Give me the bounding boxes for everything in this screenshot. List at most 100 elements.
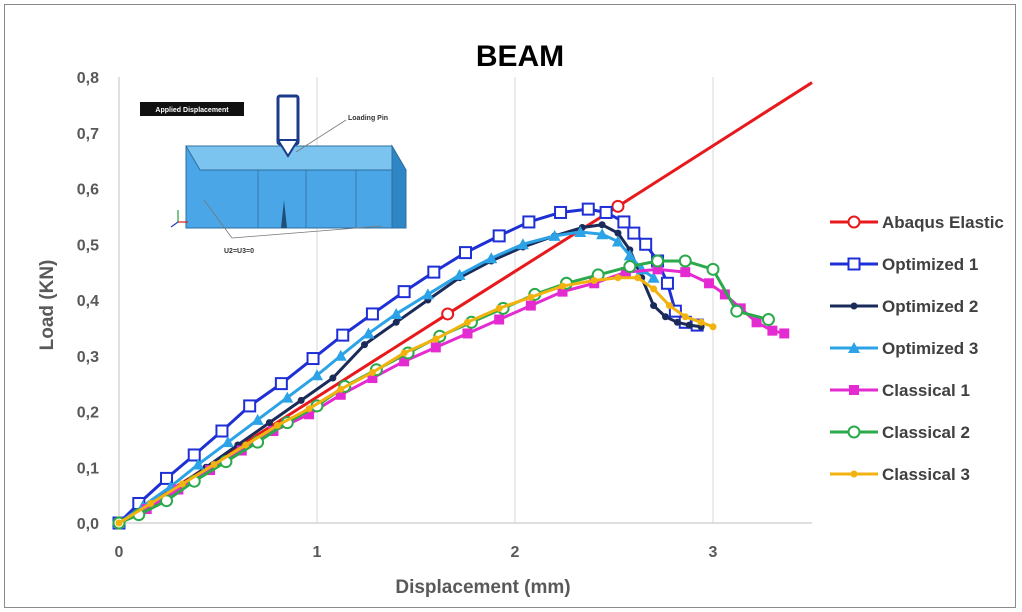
x-tick-label: 2 <box>511 544 520 561</box>
y-axis-title: Load (KN) <box>37 260 58 351</box>
data-point <box>730 304 744 318</box>
inset-bc-leader <box>203 199 233 239</box>
legend-marker <box>847 215 861 229</box>
data-point <box>251 413 264 425</box>
y-tick-label: 0,0 <box>77 516 99 533</box>
data-point <box>365 307 379 321</box>
legend-item: Abaqus Elastic <box>830 213 1004 232</box>
y-tick-label: 0,8 <box>77 70 99 87</box>
data-point <box>719 289 730 300</box>
data-point <box>495 304 503 312</box>
data-point <box>335 389 346 400</box>
data-point <box>590 276 598 284</box>
data-point <box>581 202 595 216</box>
data-point <box>362 327 375 339</box>
data-point <box>221 436 234 448</box>
data-point <box>516 238 529 250</box>
legend-marker <box>847 257 861 271</box>
inset-pin-tip <box>276 139 300 158</box>
data-point <box>390 307 403 319</box>
legend-marker <box>847 425 861 439</box>
data-point <box>554 205 568 219</box>
legend-marker <box>850 470 858 478</box>
series-classical-1 <box>114 264 790 528</box>
data-point <box>634 274 642 282</box>
data-point <box>115 519 123 527</box>
series-layer <box>112 81 813 530</box>
inset-bc-leader <box>231 225 383 239</box>
data-point <box>614 274 622 282</box>
data-point <box>368 368 376 376</box>
data-point <box>336 328 350 342</box>
data-point <box>627 226 641 240</box>
data-point <box>527 293 535 301</box>
data-point <box>599 205 613 219</box>
y-tick-label: 0,3 <box>77 349 99 366</box>
data-point <box>706 262 720 276</box>
data-point <box>421 288 434 300</box>
data-point <box>525 300 536 311</box>
y-tick-label: 0,1 <box>77 460 99 477</box>
data-point <box>704 278 715 289</box>
data-point <box>673 318 681 326</box>
data-point <box>210 460 218 468</box>
inset-tag-label: Applied Displacement <box>155 107 229 114</box>
data-point <box>459 246 472 260</box>
data-point <box>596 228 609 240</box>
data-point <box>311 369 323 381</box>
y-tick-label: 0,7 <box>77 126 99 143</box>
grid <box>316 77 714 523</box>
legend-item: Classical 3 <box>830 465 970 484</box>
data-point <box>306 352 320 366</box>
x-axis-title: Displacement (mm) <box>395 577 570 598</box>
data-point <box>397 285 411 299</box>
data-point <box>598 221 606 229</box>
inset-beam-top <box>185 145 407 171</box>
data-point <box>650 302 658 310</box>
inset-axis-triad <box>170 221 179 228</box>
series-classical-2 <box>112 254 775 530</box>
data-point <box>557 286 568 297</box>
data-point <box>709 323 717 331</box>
legend-marker <box>850 302 858 310</box>
data-point <box>337 385 345 393</box>
inset-pin-leader <box>295 119 347 153</box>
series-classical-3 <box>115 274 717 527</box>
inset-beam-diagram: Applied Displacement Loading Pin U2=U3=0 <box>140 94 407 255</box>
legend-label: Optimized 1 <box>882 255 978 274</box>
data-point <box>243 399 257 413</box>
data-point <box>611 199 625 213</box>
data-point <box>361 341 369 349</box>
data-point <box>678 254 692 268</box>
data-point <box>462 328 473 339</box>
legend-item: Classical 2 <box>830 423 970 442</box>
data-point <box>463 318 471 326</box>
data-point <box>494 314 505 325</box>
data-point <box>192 458 205 470</box>
data-point <box>685 321 693 329</box>
y-tick-label: 0,6 <box>77 182 99 199</box>
inset-beam-side <box>391 144 407 229</box>
data-point <box>274 377 288 391</box>
data-point <box>620 267 631 278</box>
data-point <box>305 405 313 413</box>
data-point <box>485 252 498 264</box>
data-point <box>767 325 778 336</box>
data-point <box>650 285 658 293</box>
chart-title: BEAM <box>476 40 564 73</box>
y-tick-label: 0,2 <box>77 405 99 422</box>
data-point <box>651 254 665 268</box>
inset-bc-label: U2=U3=0 <box>224 248 254 255</box>
x-tick-label: 3 <box>709 544 718 561</box>
data-point <box>441 307 455 321</box>
data-point <box>492 229 506 243</box>
legend-item: Classical 1 <box>830 381 970 400</box>
data-point <box>334 349 347 361</box>
data-point <box>427 265 441 279</box>
legend-item: Optimized 3 <box>830 339 978 358</box>
inset-loading-pin <box>276 94 300 146</box>
data-point <box>623 260 637 274</box>
data-point <box>611 235 624 247</box>
data-point <box>751 317 762 328</box>
